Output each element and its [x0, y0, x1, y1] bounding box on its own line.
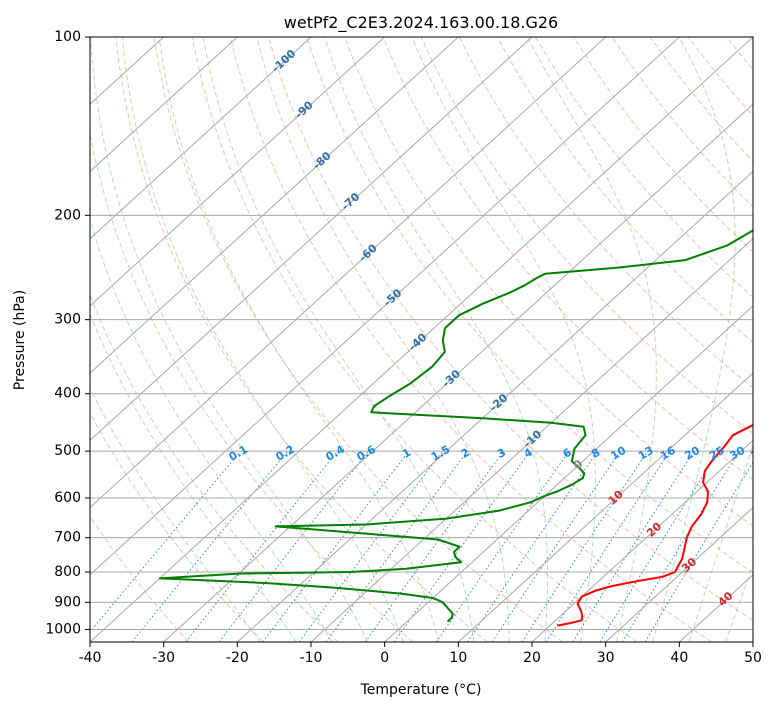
y-tick-label: 200: [54, 207, 81, 223]
x-tick-label: -40: [79, 650, 102, 666]
x-tick-label: -20: [226, 650, 249, 666]
x-tick-label: 40: [670, 650, 688, 666]
y-tick-label: 400: [54, 386, 81, 402]
chart-title: wetPf2_C2E3.2024.163.00.18.G26: [284, 13, 558, 33]
y-tick-label: 500: [54, 443, 81, 459]
x-tick-label: 0: [380, 650, 389, 666]
y-tick-label: 600: [54, 490, 81, 506]
y-axis-label: Pressure (hPa): [12, 290, 28, 390]
x-tick-label: -30: [152, 650, 175, 666]
y-tick-label: 300: [54, 312, 81, 328]
y-tick-label: 100: [54, 29, 81, 45]
y-tick-label: 900: [54, 594, 81, 610]
x-tick-label: 30: [597, 650, 615, 666]
x-axis-label: Temperature (°C): [360, 682, 482, 698]
x-tick-label: -10: [300, 650, 323, 666]
y-tick-label: 800: [54, 564, 81, 580]
x-tick-label: 10: [449, 650, 467, 666]
x-tick-label: 50: [744, 650, 762, 666]
x-tick-label: 20: [523, 650, 541, 666]
y-tick-label: 700: [54, 530, 81, 546]
y-tick-label: 1000: [45, 621, 81, 637]
